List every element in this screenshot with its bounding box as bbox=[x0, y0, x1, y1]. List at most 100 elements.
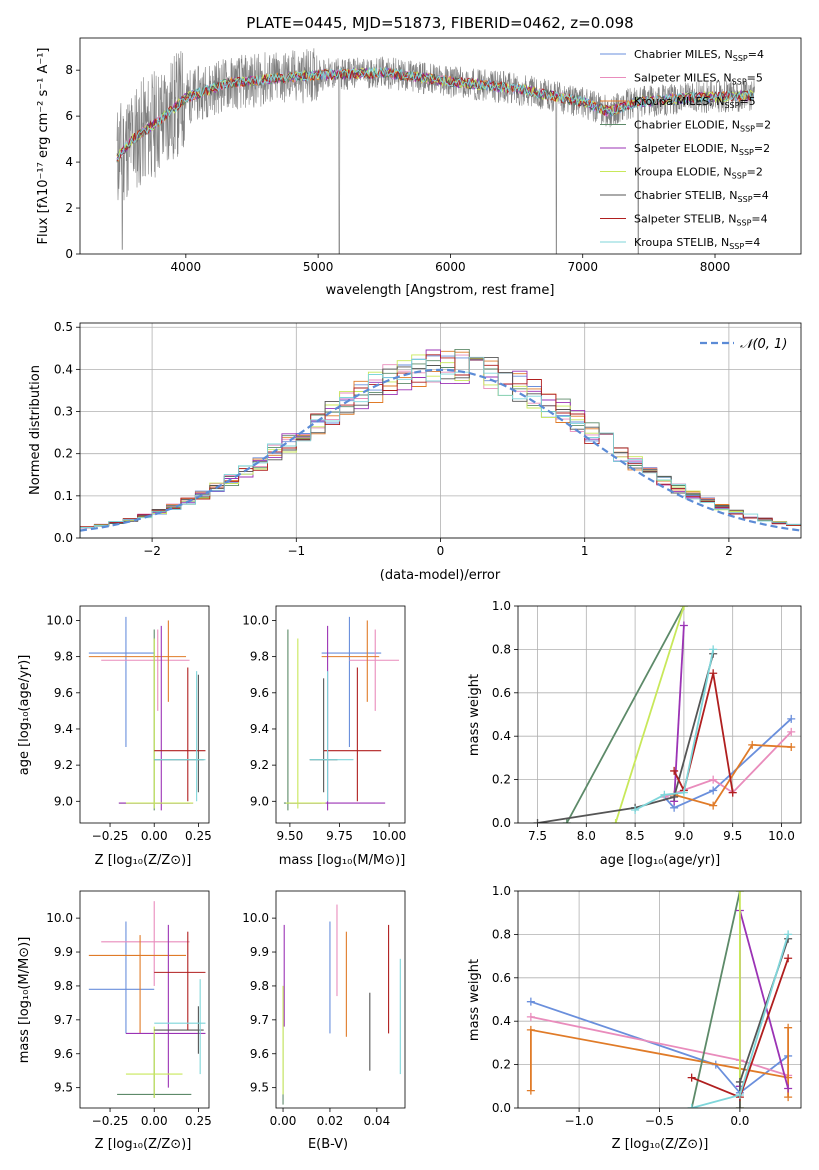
histogram-xtick-label: 2 bbox=[725, 544, 733, 558]
weight-age-series-line bbox=[673, 743, 792, 807]
age-mass-ytick-label: 9.4 bbox=[250, 722, 269, 736]
age-Z-xtick-label: 0.25 bbox=[185, 829, 212, 843]
weight-Z-marker bbox=[784, 1093, 793, 1102]
histogram-xtick-label: 1 bbox=[581, 544, 589, 558]
weight-age-xtick-label: 7.5 bbox=[528, 829, 547, 843]
weight-age-ylabel: mass weight bbox=[467, 674, 482, 756]
age-Z-xlabel: Z [log₁₀(Z/Z⊙)] bbox=[95, 853, 192, 868]
weight-age-marker bbox=[728, 788, 737, 797]
weight-vs-metallicity-panel: Z [log₁₀(Z/Z⊙)] mass weight −1.0 −0.5 0.0 0… bbox=[467, 884, 802, 1152]
age-Z-ylabel: age [log₁₀(age/yr)] bbox=[17, 655, 32, 776]
age-Z-ytick-label: 9.0 bbox=[54, 794, 73, 808]
weight-Z-marker bbox=[735, 891, 744, 895]
spectrum-ytick-label: 6 bbox=[65, 109, 73, 123]
age-Z-ytick-label: 9.2 bbox=[54, 758, 73, 772]
weight-age-xtick-label: 8.0 bbox=[577, 829, 596, 843]
mass-Z-frame bbox=[79, 890, 210, 1109]
histogram-ytick-label: 0.5 bbox=[54, 320, 73, 334]
mass-ebv-ytick-label: 9.6 bbox=[250, 1047, 269, 1061]
weight-age-series-line bbox=[614, 606, 685, 823]
spectrum-ytick-label: 8 bbox=[65, 63, 73, 77]
weight-age-marker bbox=[562, 819, 571, 823]
histogram-xtick-label: 0 bbox=[437, 544, 445, 558]
mass-Z-ytick-label: 9.9 bbox=[54, 945, 73, 959]
weight-Z-ylabel: mass weight bbox=[467, 959, 482, 1041]
mass-Z-ytick-label: 9.6 bbox=[54, 1047, 73, 1061]
age-Z-ytick-label: 9.4 bbox=[54, 722, 73, 736]
mass-ebv-ytick-label: 10.0 bbox=[242, 911, 269, 925]
weight-Z-frame bbox=[517, 890, 802, 1109]
age-mass-ytick-label: 9.6 bbox=[250, 686, 269, 700]
histogram-ytick-label: 0.4 bbox=[54, 362, 73, 376]
mass-vs-metallicity-panel: Z [log₁₀(Z/Z⊙)] mass [log₁₀(M/M⊙)] −0.25… bbox=[17, 890, 212, 1152]
age-mass-xlabel: mass [log₁₀(M/M⊙)] bbox=[279, 853, 406, 868]
weight-age-ytick-label: 0.6 bbox=[492, 686, 511, 700]
spectrum-xtick-label: 5000 bbox=[303, 260, 334, 274]
weight-Z-marker bbox=[526, 1086, 535, 1095]
spectrum-legend-entry: Salpeter STELIB, NSSP=4 bbox=[634, 213, 768, 228]
mass-Z-ytick-label: 9.8 bbox=[54, 979, 73, 993]
weight-Z-ytick-label: 0.2 bbox=[492, 1058, 511, 1072]
spectrum-panel: PLATE=0445, MJD=51873, FIBERID=0462, z=0… bbox=[36, 14, 802, 298]
mass-ebv-ytick-label: 9.8 bbox=[250, 979, 269, 993]
mass-Z-xtick-label: 0.00 bbox=[141, 1114, 168, 1128]
weight-age-ytick-label: 0.4 bbox=[492, 729, 511, 743]
weight-age-marker bbox=[709, 801, 718, 810]
weight-age-marker bbox=[709, 645, 718, 654]
age-mass-xtick-label: 9.50 bbox=[277, 829, 304, 843]
spectrum-legend-entry: Kroupa MILES, NSSP=5 bbox=[634, 95, 756, 110]
age-mass-frame bbox=[275, 605, 406, 824]
weight-age-series-line bbox=[673, 625, 685, 802]
age-vs-mass-panel: mass [log₁₀(M/M⊙)] 9.50 9.75 10.00 9.0 9.2 9.… bbox=[242, 605, 406, 868]
weight-Z-series-line bbox=[530, 1000, 789, 1095]
spectrum-xtick-label: 4000 bbox=[171, 260, 202, 274]
age-mass-xtick-label: 9.75 bbox=[326, 829, 353, 843]
spectrum-legend-entry: Kroupa ELODIE, NSSP=2 bbox=[634, 166, 763, 181]
spectrum-legend-entry: Chabrier STELIB, NSSP=4 bbox=[634, 189, 769, 204]
mass-ebv-xtick-label: 0.04 bbox=[363, 1114, 390, 1128]
weight-Z-marker bbox=[784, 1023, 793, 1032]
weight-Z-marker bbox=[687, 1104, 696, 1108]
mass-vs-extinction-panel: E(B-V) 0.00 0.02 0.04 9.5 9.6 9.7 9.8 9.9 10.0 bbox=[242, 890, 406, 1152]
weight-vs-age-panel: age [log₁₀(age/yr)] mass weight 7.5 8.0 8.… bbox=[467, 599, 802, 868]
weight-Z-series-line bbox=[690, 891, 741, 1108]
histogram-xtick-label: −1 bbox=[287, 544, 305, 558]
age-Z-xtick-label: −0.25 bbox=[92, 829, 129, 843]
spectrum-legend-entry: Salpeter ELODIE, NSSP=2 bbox=[634, 142, 770, 157]
weight-age-marker bbox=[709, 669, 718, 678]
spectrum-legend-entry: Chabrier ELODIE, NSSP=2 bbox=[634, 119, 771, 134]
histogram-frame bbox=[79, 322, 802, 539]
weight-Z-ytick-label: 0.8 bbox=[492, 927, 511, 941]
weight-Z-xtick-label: 0.0 bbox=[730, 1114, 749, 1128]
weight-age-marker bbox=[670, 766, 679, 775]
spectrum-xtick-label: 8000 bbox=[700, 260, 731, 274]
spectrum-data-line bbox=[116, 48, 755, 254]
spectrum-ytick-label: 2 bbox=[65, 201, 73, 215]
spectrum-legend-entry: Salpeter MILES, NSSP=5 bbox=[634, 72, 763, 87]
weight-Z-ytick-label: 0.6 bbox=[492, 971, 511, 985]
spectrum-xtick-label: 7000 bbox=[567, 260, 598, 274]
weight-Z-marker bbox=[526, 1012, 535, 1021]
weight-age-marker bbox=[679, 788, 688, 797]
mass-Z-ytick-label: 10.0 bbox=[46, 911, 73, 925]
weight-age-marker bbox=[611, 819, 620, 823]
weight-age-marker bbox=[787, 743, 796, 752]
weight-age-xtick-label: 9.0 bbox=[674, 829, 693, 843]
age-mass-ytick-label: 10.0 bbox=[242, 613, 269, 627]
mass-Z-xlabel: Z [log₁₀(Z/Z⊙)] bbox=[95, 1137, 192, 1152]
mass-ebv-ytick-label: 9.7 bbox=[250, 1013, 269, 1027]
weight-age-ytick-label: 0.2 bbox=[492, 773, 511, 787]
weight-age-marker bbox=[533, 819, 542, 823]
age-Z-ytick-label: 9.8 bbox=[54, 650, 73, 664]
weight-age-xlabel: age [log₁₀(age/yr)] bbox=[600, 853, 721, 868]
weight-age-marker bbox=[631, 805, 640, 814]
mass-Z-xtick-label: 0.25 bbox=[185, 1114, 212, 1128]
weight-Z-marker bbox=[784, 954, 793, 963]
histogram-ytick-label: 0.1 bbox=[54, 489, 73, 503]
weight-Z-series-line bbox=[739, 938, 789, 1108]
weight-age-xtick-label: 9.5 bbox=[723, 829, 742, 843]
weight-age-series-line bbox=[634, 649, 715, 811]
spectrum-ylabel: Flux [fλ10⁻¹⁷ erg cm⁻² s⁻¹ A⁻¹] bbox=[36, 48, 51, 245]
weight-age-marker bbox=[679, 606, 688, 610]
weight-Z-marker bbox=[735, 1077, 744, 1086]
